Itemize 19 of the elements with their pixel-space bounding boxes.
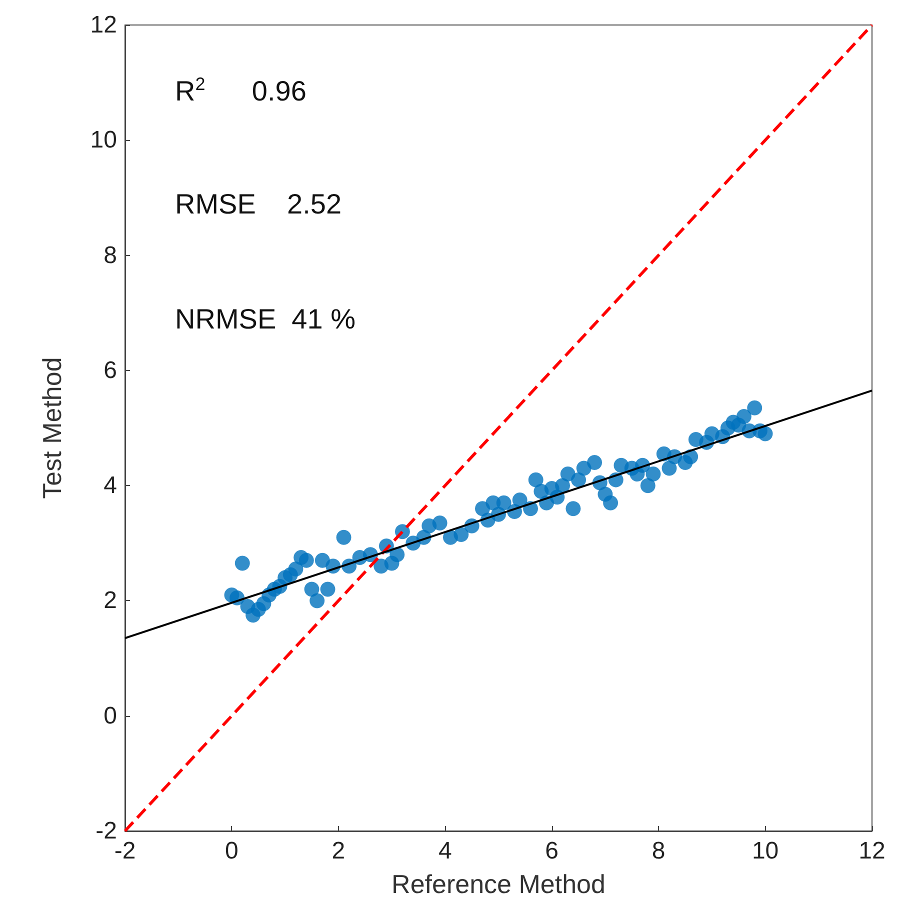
y-axis-title: Test Method [37,357,67,499]
x-tick-label: 6 [545,838,559,864]
x-tick-label: 10 [752,838,779,864]
x-tick-label: 0 [225,838,238,864]
x-axis-title: Reference Method [392,869,606,899]
x-tick-label: 4 [438,838,452,864]
x-tick-label: 12 [858,838,886,864]
y-tick-label: 6 [104,356,117,384]
y-tick-label: 2 [104,587,117,614]
annotation: NRMSE 41 % [175,304,356,334]
y-tick-label: 8 [104,242,117,269]
y-tick-label: 12 [90,12,117,38]
x-tick-label: 8 [652,838,666,864]
y-tick-label: -2 [96,818,117,844]
y-tick-label: 4 [104,472,117,500]
y-tick-label: 10 [90,126,117,154]
annotation: RMSE 2.52 [175,188,342,220]
y-tick-label: 0 [104,702,117,730]
x-tick-label: 2 [332,838,346,864]
